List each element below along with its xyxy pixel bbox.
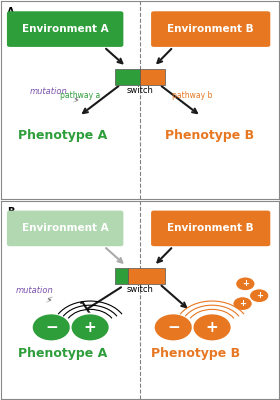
Text: +: + <box>239 299 246 308</box>
Circle shape <box>233 297 252 310</box>
Text: Environment B: Environment B <box>167 224 254 234</box>
Text: Environment A: Environment A <box>22 24 108 34</box>
FancyBboxPatch shape <box>7 210 123 246</box>
Circle shape <box>71 314 109 341</box>
FancyBboxPatch shape <box>140 69 165 84</box>
Text: Phenotype A: Phenotype A <box>18 130 107 142</box>
FancyBboxPatch shape <box>7 11 123 47</box>
FancyBboxPatch shape <box>127 268 165 284</box>
Text: mutation: mutation <box>30 87 67 96</box>
Text: Phenotype B: Phenotype B <box>151 346 240 360</box>
FancyBboxPatch shape <box>151 11 270 47</box>
Text: switch: switch <box>127 285 153 294</box>
Circle shape <box>236 277 255 291</box>
Text: ⚡: ⚡ <box>44 294 53 306</box>
Text: B: B <box>7 207 14 217</box>
Text: pathway b: pathway b <box>172 91 213 100</box>
Circle shape <box>32 314 71 341</box>
Circle shape <box>249 289 269 303</box>
Text: ⚡: ⚡ <box>70 94 80 105</box>
Text: +: + <box>206 320 218 335</box>
Text: A: A <box>7 7 15 17</box>
Text: Environment A: Environment A <box>22 224 108 234</box>
Circle shape <box>154 314 193 341</box>
Text: Environment B: Environment B <box>167 24 254 34</box>
Text: Phenotype B: Phenotype B <box>165 130 254 142</box>
Text: switch: switch <box>127 86 153 94</box>
FancyBboxPatch shape <box>151 210 270 246</box>
Text: Phenotype A: Phenotype A <box>18 346 107 360</box>
Text: +: + <box>242 279 249 288</box>
FancyBboxPatch shape <box>115 69 140 84</box>
Text: pathway a: pathway a <box>60 91 101 100</box>
Text: −: − <box>45 320 58 335</box>
Text: mutation: mutation <box>16 286 53 295</box>
FancyBboxPatch shape <box>115 268 127 284</box>
Text: +: + <box>256 291 263 300</box>
Text: −: − <box>167 320 180 335</box>
Text: +: + <box>84 320 97 335</box>
Circle shape <box>193 314 232 341</box>
